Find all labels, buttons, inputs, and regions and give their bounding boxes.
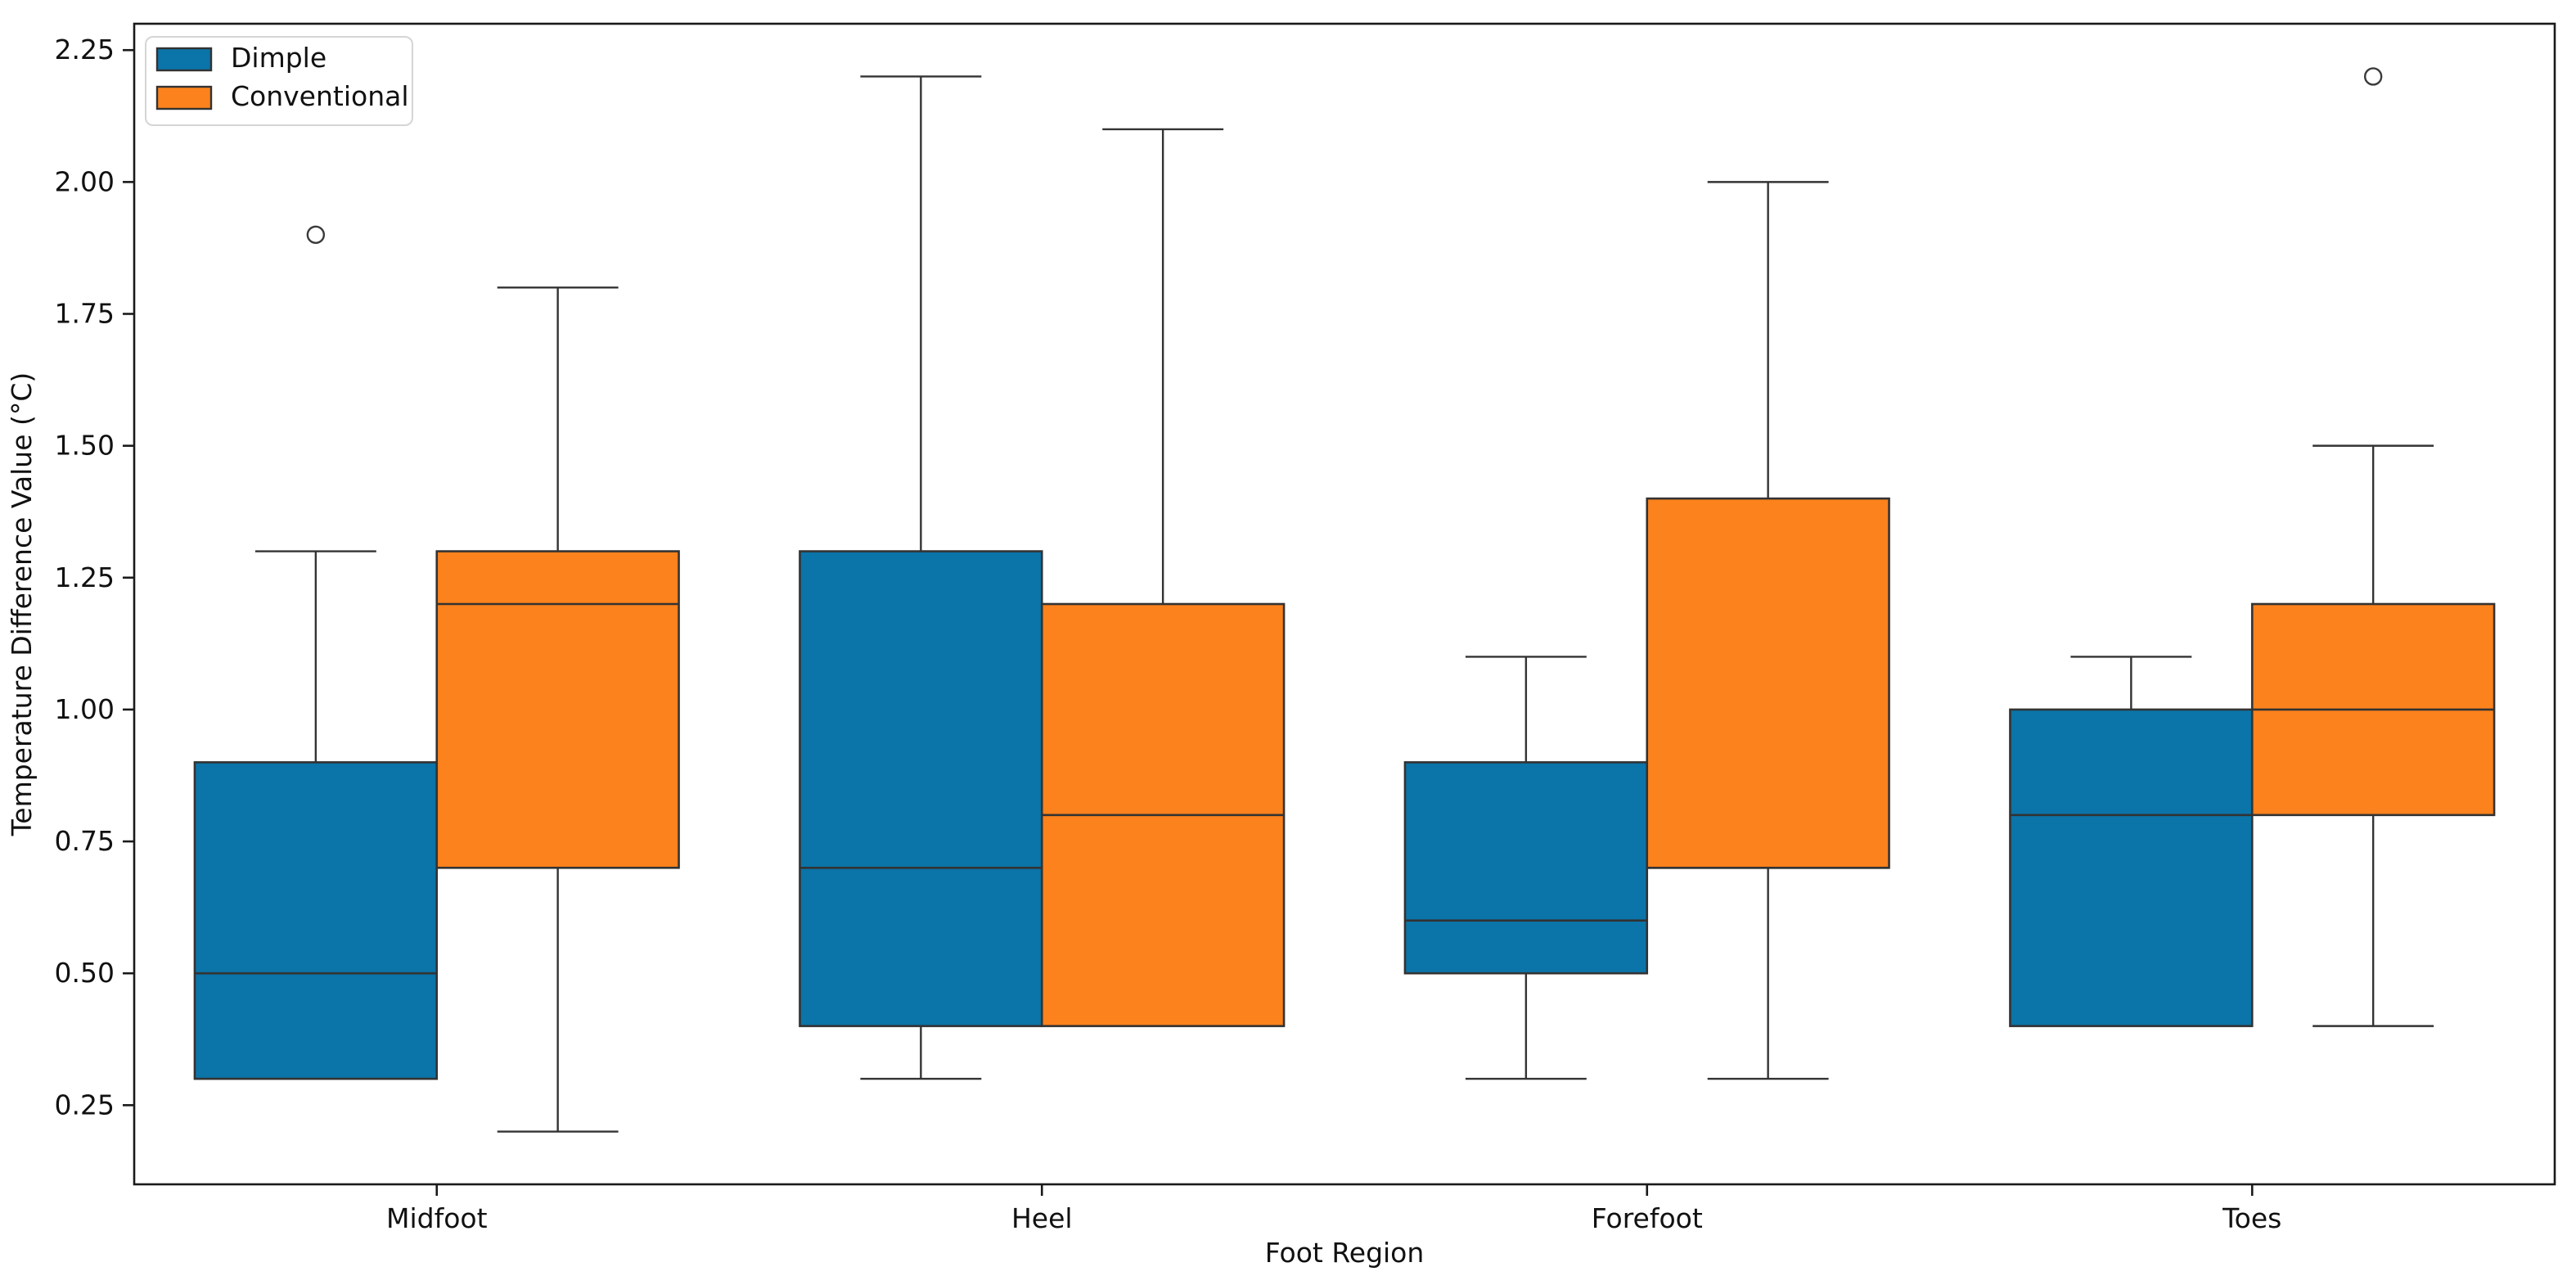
y-axis-ticks: 0.25 0.50 0.75 1.00 1.25 1.50 1.75 2.00 2.25 bbox=[55, 34, 134, 1120]
x-axis-ticks: Midfoot Heel Forefoot Toes bbox=[386, 1184, 2281, 1234]
box-dimple-heel bbox=[799, 550, 1043, 1027]
x-tick-label: Midfoot bbox=[386, 1202, 488, 1234]
box-conventional-midfoot bbox=[435, 550, 680, 869]
legend-frame bbox=[145, 36, 413, 126]
box-dimple-midfoot bbox=[193, 761, 439, 1080]
legend-label-dimple: Dimple bbox=[231, 42, 327, 74]
box-dimple-toes bbox=[2009, 708, 2254, 1027]
y-tick-label: 1.75 bbox=[55, 298, 115, 330]
legend-swatch-conventional bbox=[155, 85, 213, 110]
box-series bbox=[193, 67, 2496, 1133]
y-tick-label: 0.50 bbox=[55, 957, 115, 989]
y-axis-label: Temperature Difference Value (°C) bbox=[6, 372, 38, 837]
y-tick-label: 0.75 bbox=[55, 825, 115, 857]
y-tick-label: 1.25 bbox=[55, 561, 115, 593]
outlier-dimple-midfoot bbox=[306, 225, 326, 245]
plot-border bbox=[133, 22, 2556, 1186]
x-tick-label: Heel bbox=[1011, 1202, 1073, 1234]
x-tick-label: Forefoot bbox=[1592, 1202, 1703, 1234]
legend: Dimple Conventional bbox=[145, 36, 413, 126]
x-axis-label: Foot Region bbox=[1265, 1237, 1425, 1269]
y-tick-label: 1.00 bbox=[55, 693, 115, 725]
x-tick-label: Toes bbox=[2222, 1202, 2281, 1234]
y-tick-label: 1.50 bbox=[55, 430, 115, 462]
outlier-conventional-toes bbox=[2363, 67, 2383, 86]
box-conventional-forefoot bbox=[1646, 497, 1890, 869]
y-tick-label: 2.25 bbox=[55, 34, 115, 65]
y-tick-label: 0.25 bbox=[55, 1089, 115, 1120]
legend-swatch-dimple bbox=[155, 47, 213, 72]
legend-label-conventional: Conventional bbox=[231, 80, 409, 112]
y-tick-label: 2.00 bbox=[55, 165, 115, 197]
box-dimple-forefoot bbox=[1403, 761, 1649, 975]
